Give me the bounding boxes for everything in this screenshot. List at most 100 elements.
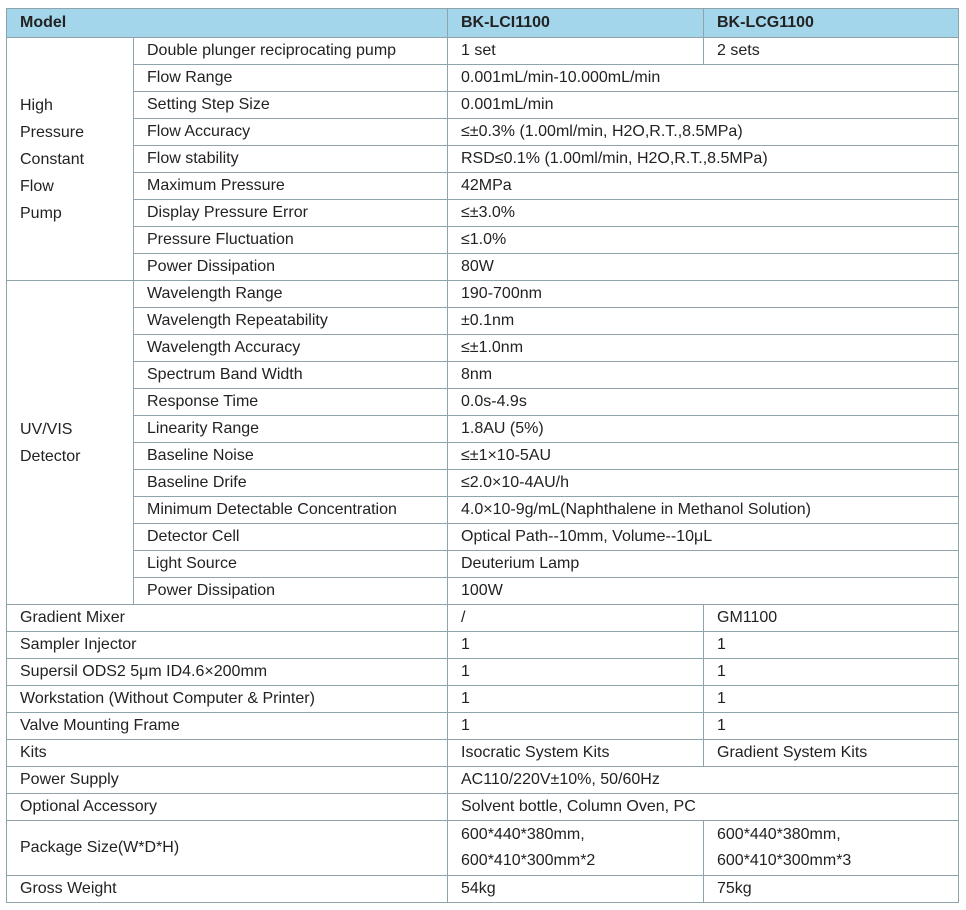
spec-row: Gradient Mixer / GM1100: [6, 604, 959, 632]
spec-row: Maximum Pressure 42MPa: [7, 172, 959, 200]
group-label-line: Constant: [20, 150, 85, 168]
value-cell: 100W: [447, 577, 959, 605]
value-cell: ≤2.0×10-4AU/h: [447, 469, 959, 497]
spec-row: Detector Cell Optical Path--10mm, Volume-…: [7, 523, 959, 551]
spec-name: Supersil ODS2 5μm ID4.6×200mm: [6, 658, 448, 686]
group-label-line: Detector: [20, 447, 81, 465]
spec-name: Power Dissipation: [133, 577, 448, 605]
value-cell: 190-700nm: [447, 280, 959, 308]
value-cell: 42MPa: [447, 172, 959, 200]
spec-name: Light Source: [133, 550, 448, 578]
group-label-line: High: [20, 96, 53, 114]
value-cell: 1: [447, 631, 704, 659]
value-cell: 0.001mL/min-10.000mL/min: [447, 64, 959, 92]
spec-name: Pressure Fluctuation: [133, 226, 448, 254]
value-cell: 8nm: [447, 361, 959, 389]
value-cell: 1: [703, 685, 959, 713]
value-cell: Deuterium Lamp: [447, 550, 959, 578]
spec-row: Display Pressure Error ≤±3.0%: [7, 199, 959, 227]
value-cell: AC110/220V±10%, 50/60Hz: [447, 766, 959, 794]
value-line: 600*410*300mm*2: [461, 852, 596, 869]
spec-row: Minimum Detectable Concentration 4.0×10-9…: [7, 496, 959, 524]
spec-name: Wavelength Range: [133, 280, 448, 308]
value-cell: ≤±0.3% (1.00ml/min, H2O,R.T.,8.5MPa): [447, 118, 959, 146]
spec-name: Setting Step Size: [133, 91, 448, 119]
group-label: High Pressure Constant Flow Pump: [6, 37, 134, 281]
spec-name: Package Size(W*D*H): [6, 820, 448, 876]
value-cell: GM1100: [703, 604, 959, 632]
value-line: 600*410*300mm*3: [717, 852, 852, 869]
value-line: 600*440*380mm,: [461, 826, 585, 843]
spec-name: Power Supply: [6, 766, 448, 794]
spec-name: Valve Mounting Frame: [6, 712, 448, 740]
header-cell: BK-LCG1100: [703, 8, 959, 38]
value-cell: 0.0s-4.9s: [447, 388, 959, 416]
group-label-line: Flow: [20, 177, 54, 195]
group-label-line: UV/VIS: [20, 420, 73, 438]
value-cell: 75kg: [703, 875, 959, 903]
spec-row: Optional Accessory Solvent bottle, Column…: [6, 793, 959, 821]
table-body: Model BK-LCI1100 BK-LCG1100 High Pressure Con…: [6, 8, 959, 903]
value-cell: 600*440*380mm, 600*410*300mm*2: [447, 820, 704, 876]
spec-name: Double plunger reciprocating pump: [133, 37, 448, 65]
value-line: 600*440*380mm,: [717, 826, 841, 843]
spec-name: Workstation (Without Computer & Printer): [6, 685, 448, 713]
value-cell: 1: [703, 712, 959, 740]
spec-row: Flow Accuracy ≤±0.3% (1.00ml/min, H2O,R.T…: [7, 118, 959, 146]
header-cell: Model: [6, 8, 448, 38]
value-cell: 1: [447, 658, 704, 686]
spec-name: Detector Cell: [133, 523, 448, 551]
value-cell: Optical Path--10mm, Volume--10μL: [447, 523, 959, 551]
spec-row: Pressure Fluctuation ≤1.0%: [7, 226, 959, 254]
spec-row: UV/VIS Detector Wavelength Range 190-700nm: [6, 280, 959, 605]
spec-row: Response Time 0.0s-4.9s: [7, 388, 959, 416]
spec-row: Linearity Range 1.8AU (5%): [7, 415, 959, 443]
value-cell: /: [447, 604, 704, 632]
spec-row: Wavelength Repeatability ±0.1nm: [7, 307, 959, 335]
spec-name: Display Pressure Error: [133, 199, 448, 227]
value-cell: ≤±3.0%: [447, 199, 959, 227]
value-cell: 1: [447, 685, 704, 713]
value-cell: 80W: [447, 253, 959, 281]
spec-row: Supersil ODS2 5μm ID4.6×200mm 1 1: [6, 658, 959, 686]
spec-row: Gross Weight 54kg 75kg: [6, 875, 959, 903]
spec-name: Gross Weight: [6, 875, 448, 903]
spec-row: Flow stability RSD≤0.1% (1.00ml/min, H2O,…: [7, 145, 959, 173]
spec-name: Maximum Pressure: [133, 172, 448, 200]
spec-name: Wavelength Accuracy: [133, 334, 448, 362]
spec-name: Baseline Drife: [133, 469, 448, 497]
value-cell: 4.0×10-9g/mL(Naphthalene in Methanol Sol…: [447, 496, 959, 524]
spec-row: Wavelength Accuracy ≤±1.0nm: [7, 334, 959, 362]
value-cell: Isocratic System Kits: [447, 739, 704, 767]
spec-row: Light Source Deuterium Lamp: [7, 550, 959, 578]
spec-table: Model BK-LCI1100 BK-LCG1100 High Pressure Con…: [6, 8, 959, 903]
value-cell: 0.001mL/min: [447, 91, 959, 119]
spec-row: Baseline Drife ≤2.0×10-4AU/h: [7, 469, 959, 497]
value-cell: 2 sets: [703, 37, 959, 65]
value-cell: 1: [447, 712, 704, 740]
group-label-line: Pump: [20, 204, 62, 222]
spec-row: Workstation (Without Computer & Printer)…: [6, 685, 959, 713]
spec-name: Flow Range: [133, 64, 448, 92]
value-cell: 1.8AU (5%): [447, 415, 959, 443]
group-label: UV/VIS Detector: [6, 280, 134, 605]
group-label-line: Pressure: [20, 123, 85, 141]
value-cell: 1: [703, 631, 959, 659]
spec-name: Spectrum Band Width: [133, 361, 448, 389]
spec-row: Sampler Injector 1 1: [6, 631, 959, 659]
value-cell: RSD≤0.1% (1.00ml/min, H2O,R.T.,8.5MPa): [447, 145, 959, 173]
spec-row: Valve Mounting Frame 1 1: [6, 712, 959, 740]
spec-row: Setting Step Size 0.001mL/min: [7, 91, 959, 119]
spec-name: Kits: [6, 739, 448, 767]
value-cell: ≤±1×10-5AU: [447, 442, 959, 470]
value-cell: ±0.1nm: [447, 307, 959, 335]
spec-row: Package Size(W*D*H) 600*440*380mm, 600*410…: [6, 820, 959, 876]
value-cell: 1: [703, 658, 959, 686]
value-cell: 54kg: [447, 875, 704, 903]
value-cell: 1 set: [447, 37, 704, 65]
spec-row: Spectrum Band Width 8nm: [7, 361, 959, 389]
spec-name: Flow stability: [133, 145, 448, 173]
spec-name: Flow Accuracy: [133, 118, 448, 146]
spec-row: Power Dissipation 80W: [7, 253, 959, 281]
